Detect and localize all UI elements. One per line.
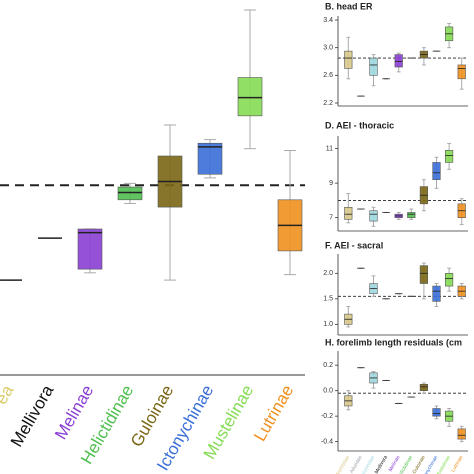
y-tick-label: 3.4 [323, 17, 333, 24]
y-tick-label: 2.6 [323, 72, 333, 79]
panel-title: B. head ER [325, 1, 373, 11]
y-tick-label: -0.2 [321, 413, 333, 420]
y-tick-label: 7 [329, 214, 333, 221]
box [432, 408, 441, 417]
box [237, 77, 263, 117]
box [394, 54, 403, 68]
box [419, 384, 428, 391]
y-tick-label: 2.0 [323, 270, 333, 277]
y-tick-label: 2.2 [323, 100, 333, 107]
box [117, 186, 143, 201]
box [432, 162, 441, 180]
box [197, 142, 223, 175]
panel-title: D. AEI - thoracic [325, 120, 394, 130]
y-tick-label: 0.0 [323, 388, 333, 395]
x-tick-label: Mellivora [374, 454, 389, 474]
panel-title: H. forelimb length residuals (cm [325, 337, 462, 347]
box [419, 265, 428, 284]
box [369, 57, 378, 76]
x-tick-label: Lutrinae [450, 454, 464, 473]
box [344, 206, 353, 220]
box [407, 212, 416, 218]
box [432, 285, 441, 302]
box [457, 428, 466, 440]
box [457, 64, 466, 80]
box [445, 273, 454, 287]
box [445, 150, 454, 163]
box [77, 228, 103, 270]
y-tick-label: 11 [326, 145, 333, 152]
box [344, 50, 353, 69]
x-tick-label: ea [0, 381, 18, 407]
box [369, 210, 378, 222]
y-tick-label: 1.5 [323, 296, 333, 303]
panel-title: F. AEI - sacral [325, 240, 383, 250]
y-tick-label: 1.0 [323, 321, 333, 328]
y-tick-label: 0.2 [323, 362, 333, 369]
y-tick-label: 3.0 [323, 45, 333, 52]
y-tick-label: 9 [329, 180, 333, 187]
x-tick-label: Lutrinae [250, 382, 297, 445]
y-tick-label: -0.4 [321, 438, 333, 445]
